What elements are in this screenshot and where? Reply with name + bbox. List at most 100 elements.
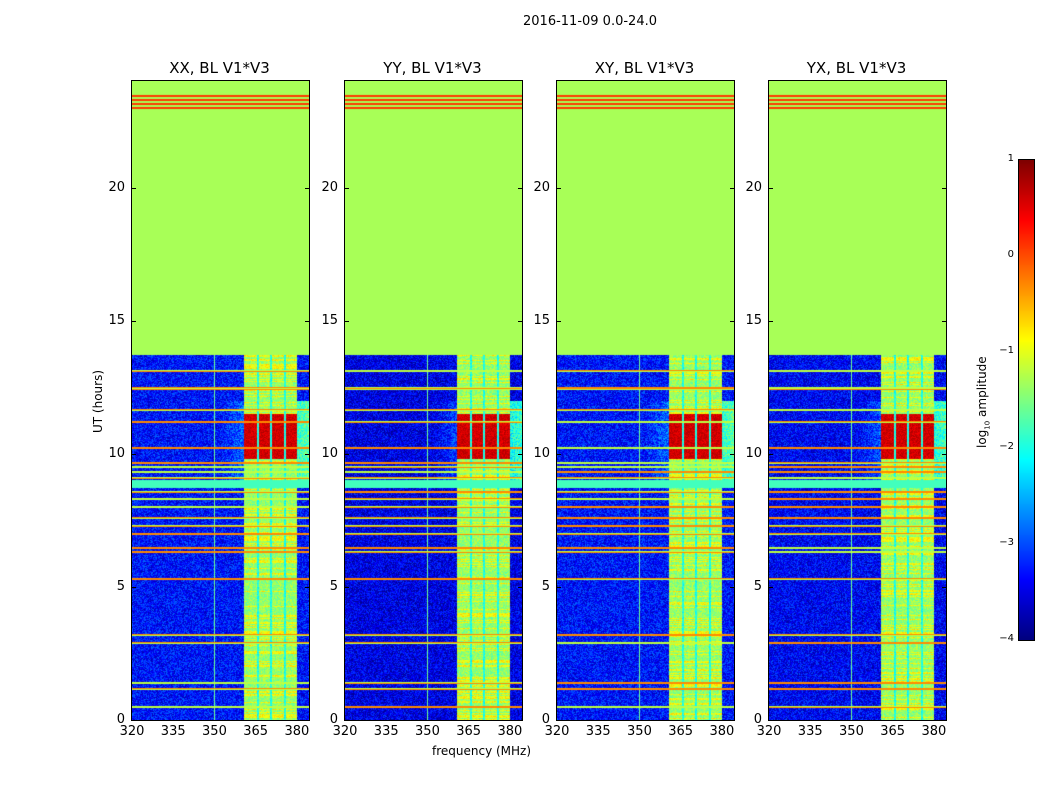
colorbar-tick-label: 1 <box>1007 153 1014 164</box>
y-tick-mark <box>345 720 349 721</box>
y-tick-mark <box>769 586 773 588</box>
y-tick-label: 15 <box>745 312 762 328</box>
y-tick-mark <box>942 187 946 189</box>
x-tick-label: 320 <box>756 724 782 739</box>
y-tick-label: 15 <box>321 312 338 328</box>
panel-title: YY, BL V1*V3 <box>383 59 482 77</box>
y-tick-label: 10 <box>321 445 338 461</box>
y-tick-label: 10 <box>533 445 550 461</box>
x-tick-label: 365 <box>880 724 906 739</box>
y-tick-label: 15 <box>533 312 550 328</box>
y-tick-mark <box>518 720 522 721</box>
y-tick-mark <box>730 720 734 721</box>
x-tick-label: 365 <box>668 724 694 739</box>
x-tick-label: 380 <box>497 724 523 739</box>
y-tick-label: 0 <box>753 712 762 727</box>
y-tick-mark <box>132 187 136 189</box>
y-tick-mark <box>942 720 946 721</box>
y-tick-mark <box>345 320 349 322</box>
colorbar-tick-label: −3 <box>999 537 1014 548</box>
y-tick-mark <box>132 453 136 455</box>
y-tick-mark <box>942 320 946 322</box>
y-tick-mark <box>769 187 773 189</box>
y-tick-mark <box>345 187 349 189</box>
x-tick-label: 350 <box>202 724 227 739</box>
x-tick-label: 365 <box>243 724 269 739</box>
y-tick-mark <box>557 187 561 189</box>
x-tick-label: 350 <box>415 724 440 739</box>
y-tick-label: 5 <box>753 578 762 594</box>
y-tick-mark <box>132 586 136 588</box>
x-tick-label: 335 <box>160 724 186 739</box>
colorbar-tick-label: −2 <box>999 441 1014 452</box>
x-tick-label: 320 <box>544 724 570 739</box>
y-tick-mark <box>518 187 522 189</box>
y-tick-label: 0 <box>541 712 550 727</box>
x-tick-label: 350 <box>839 724 864 739</box>
y-tick-label: 5 <box>329 578 338 594</box>
y-tick-label: 20 <box>745 179 762 195</box>
colorbar-tick-label: 0 <box>1007 249 1014 260</box>
y-tick-label: 5 <box>116 578 125 594</box>
y-tick-mark <box>730 187 734 189</box>
x-tick-label: 335 <box>585 724 611 739</box>
y-tick-label: 10 <box>745 445 762 461</box>
colorbar-tick-label: −1 <box>999 345 1014 356</box>
y-tick-mark <box>557 320 561 322</box>
y-tick-label: 0 <box>116 712 125 727</box>
y-tick-mark <box>942 453 946 455</box>
panel-title: XY, BL V1*V3 <box>594 59 695 77</box>
y-tick-mark <box>557 453 561 455</box>
y-tick-label: 0 <box>329 712 338 727</box>
y-tick-mark <box>730 453 734 455</box>
x-tick-label: 335 <box>797 724 823 739</box>
y-tick-label: 15 <box>108 312 125 328</box>
x-axis-label: frequency (MHz) <box>432 744 532 758</box>
y-tick-mark <box>305 586 309 588</box>
y-tick-mark <box>769 320 773 322</box>
colorbar <box>1018 159 1035 641</box>
y-tick-mark <box>305 187 309 189</box>
heatmap-cells <box>769 81 946 720</box>
spectrogram-panel <box>131 80 310 721</box>
x-tick-label: 380 <box>709 724 735 739</box>
spectrogram-panel <box>344 80 523 721</box>
y-tick-mark <box>557 586 561 588</box>
y-tick-mark <box>305 320 309 322</box>
y-tick-mark <box>518 320 522 322</box>
y-tick-label: 20 <box>321 179 338 195</box>
spectrogram-panel <box>556 80 735 721</box>
x-tick-label: 380 <box>284 724 310 739</box>
x-tick-label: 320 <box>119 724 145 739</box>
figure-title: 2016-11-09 0.0-24.0 <box>523 14 657 29</box>
colorbar-label: log10 amplitude <box>975 356 992 448</box>
y-tick-mark <box>305 720 309 721</box>
heatmap-cells <box>345 81 522 720</box>
y-tick-label: 10 <box>108 445 125 461</box>
panel-title: XX, BL V1*V3 <box>169 59 270 77</box>
y-tick-mark <box>132 720 136 721</box>
y-axis-label: UT (hours) <box>91 369 105 433</box>
y-tick-mark <box>518 586 522 588</box>
x-tick-label: 350 <box>627 724 652 739</box>
y-tick-mark <box>132 320 136 322</box>
y-tick-mark <box>557 720 561 721</box>
y-tick-mark <box>518 453 522 455</box>
y-tick-mark <box>730 586 734 588</box>
y-tick-mark <box>730 320 734 322</box>
colorbar-tick-label: −4 <box>999 633 1014 644</box>
panel-title: YX, BL V1*V3 <box>806 59 907 77</box>
heatmap-cells <box>132 81 309 720</box>
y-tick-mark <box>345 453 349 455</box>
y-tick-label: 5 <box>541 578 550 594</box>
x-tick-label: 335 <box>373 724 399 739</box>
y-tick-mark <box>345 586 349 588</box>
y-tick-mark <box>769 453 773 455</box>
y-tick-mark <box>769 720 773 721</box>
heatmap-cells <box>557 81 734 720</box>
y-tick-label: 20 <box>108 179 125 195</box>
spectrogram-panel <box>768 80 947 721</box>
y-tick-label: 20 <box>533 179 550 195</box>
x-tick-label: 380 <box>921 724 947 739</box>
